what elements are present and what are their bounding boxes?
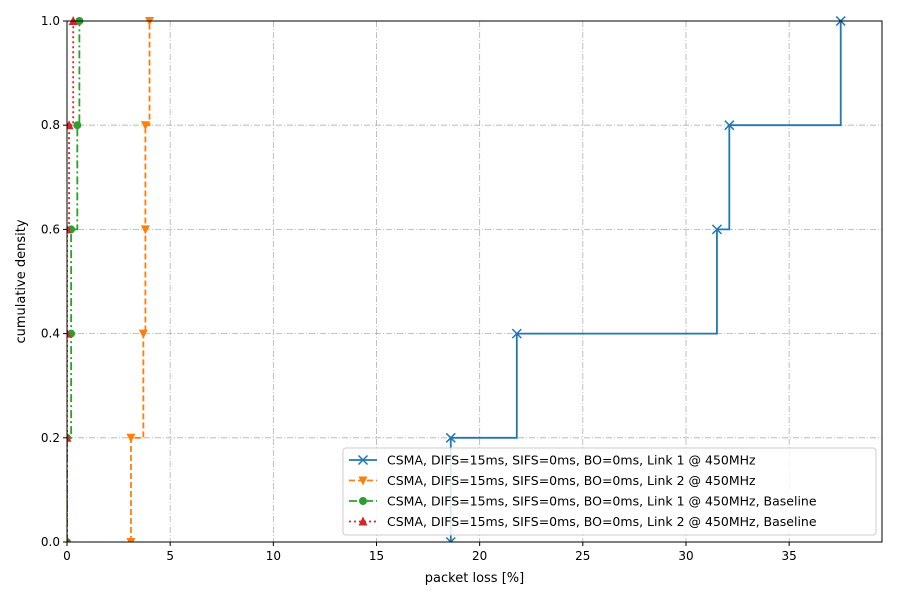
legend-entry-4: CSMA, DIFS=15ms, SIFS=0ms, BO=0ms, Link … <box>349 514 817 529</box>
triangle-up-marker <box>67 432 72 442</box>
triangle-down-marker <box>140 225 150 235</box>
circle-marker <box>73 121 82 130</box>
y-tick-label: 0.8 <box>41 118 60 132</box>
y-tick-label: 0.4 <box>41 327 60 341</box>
series-2 <box>126 17 155 542</box>
x-marker <box>445 536 456 542</box>
triangle-up-marker <box>67 328 72 338</box>
triangle-down-marker <box>126 433 136 443</box>
x-marker <box>724 120 735 131</box>
y-tick-label: 0.0 <box>41 535 60 549</box>
triangle-down-marker <box>358 476 368 486</box>
legend-label: CSMA, DIFS=15ms, SIFS=0ms, BO=0ms, Link … <box>387 453 756 468</box>
series-line-2 <box>130 21 151 542</box>
triangle-up-marker <box>67 120 74 130</box>
series-line-1 <box>449 21 842 542</box>
legend-entry-3: CSMA, DIFS=15ms, SIFS=0ms, BO=0ms, Link … <box>349 494 817 509</box>
triangle-down-marker <box>126 538 136 542</box>
x-tick-label: 30 <box>678 549 693 563</box>
x-marker <box>445 432 456 443</box>
triangle-down-marker <box>138 329 148 339</box>
x-tick-label: 20 <box>472 549 487 563</box>
legend-label: CSMA, DIFS=15ms, SIFS=0ms, BO=0ms, Link … <box>387 494 817 509</box>
x-tick-label: 10 <box>266 549 281 563</box>
y-axis-label: cumulative density <box>14 219 29 343</box>
legend-entry-2: CSMA, DIFS=15ms, SIFS=0ms, BO=0ms, Link … <box>349 473 756 488</box>
x-marker <box>711 224 722 235</box>
legend-label: CSMA, DIFS=15ms, SIFS=0ms, BO=0ms, Link … <box>387 514 817 529</box>
x-tick-label: 35 <box>782 549 797 563</box>
x-marker <box>357 454 369 466</box>
plot-frame <box>66 20 883 543</box>
axis-ticks: 0 5 10 15 20 25 30 35 0.0 0.2 0.4 0.6 0.8 1.0 <box>41 14 797 563</box>
y-tick-label: 0.2 <box>41 431 60 445</box>
circle-marker <box>359 497 367 505</box>
legend-box <box>342 447 877 536</box>
triangle-up-marker <box>67 224 72 234</box>
x-marker <box>511 328 522 339</box>
x-tick-label: 25 <box>575 549 590 563</box>
triangle-down-marker <box>140 121 150 131</box>
triangle-up-marker <box>358 516 368 526</box>
legend-entry-1: CSMA, DIFS=15ms, SIFS=0ms, BO=0ms, Link … <box>349 453 756 468</box>
x-tick-label: 0 <box>63 549 71 563</box>
triangle-up-marker <box>67 537 70 542</box>
legend: CSMA, DIFS=15ms, SIFS=0ms, BO=0ms, Link … <box>342 447 877 536</box>
x-axis-label: packet loss [%] <box>425 571 524 586</box>
y-tick-label: 0.6 <box>41 222 60 236</box>
x-tick-label: 15 <box>369 549 384 563</box>
y-tick-label: 1.0 <box>41 14 60 28</box>
legend-label: CSMA, DIFS=15ms, SIFS=0ms, BO=0ms, Link … <box>387 473 756 488</box>
x-tick-label: 5 <box>166 549 174 563</box>
